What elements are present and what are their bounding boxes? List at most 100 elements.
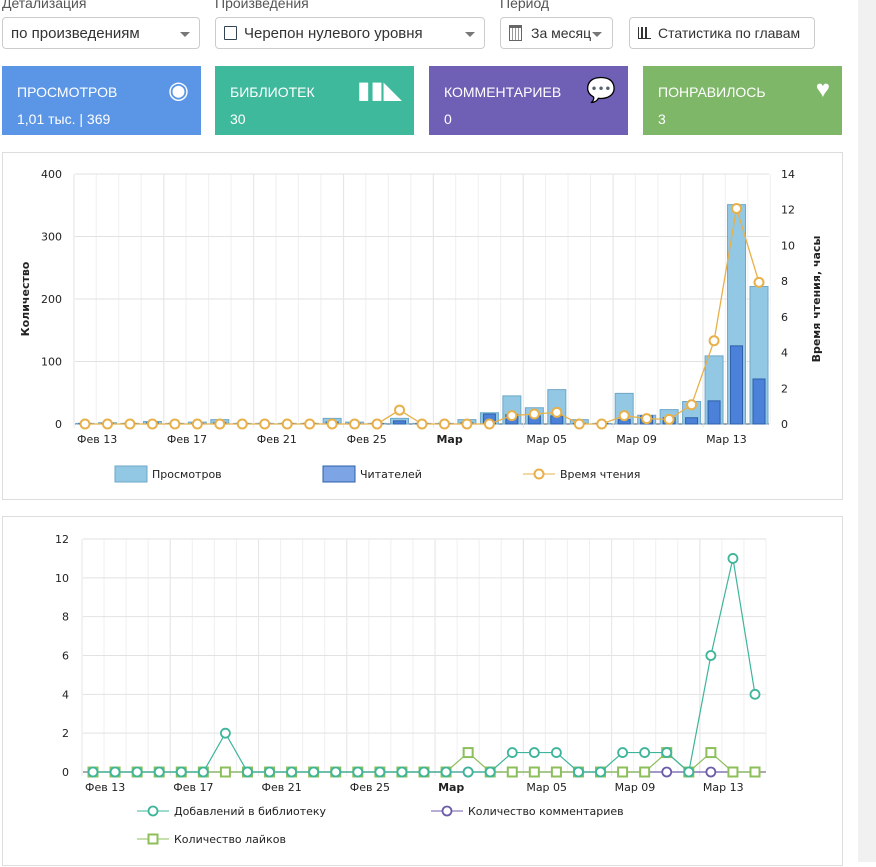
y2-tick-label: 10 — [781, 239, 795, 252]
library-point — [219, 727, 231, 739]
stat-card-title: ПОНРАВИЛОСЬ — [658, 84, 766, 100]
readers-bar — [685, 417, 699, 425]
reading-time-point — [506, 410, 518, 422]
reading-time-point — [731, 202, 743, 214]
legend-time-marker — [533, 468, 545, 480]
x-tick-label: Мар 05 — [526, 781, 567, 794]
reading-time-point — [259, 418, 271, 430]
reading-time-point — [528, 408, 540, 420]
stat-card-value: 3 — [658, 111, 666, 127]
y-tick-label: 400 — [41, 168, 62, 181]
y2-tick-label: 14 — [781, 168, 795, 181]
x-tick-label: Мар 13 — [706, 433, 747, 446]
likes-point — [639, 766, 651, 778]
x-tick-label: Мар — [438, 781, 464, 794]
stat-card-3: ПОНРАВИЛОСЬ 3 ♥ — [643, 66, 842, 135]
stat-card-value: 30 — [230, 111, 246, 127]
x-tick-label: Мар 09 — [615, 781, 656, 794]
x-tick-label: Фев 25 — [350, 781, 390, 794]
library-point — [396, 766, 408, 778]
readers-bar — [730, 345, 744, 425]
legend-time: Время чтения — [560, 468, 640, 481]
comments-icon: 💬 — [586, 77, 616, 104]
library-point — [197, 766, 209, 778]
reading-time-point — [304, 418, 316, 430]
library-point — [506, 747, 518, 758]
y2-tick-label: 12 — [781, 204, 795, 217]
legend-readers: Читателей — [360, 468, 422, 481]
x-tick-label: Мар — [436, 433, 462, 446]
chapter-stats-button[interactable]: Статистика по главам — [629, 17, 815, 49]
library-point — [528, 747, 540, 758]
y2-tick-label: 4 — [781, 347, 788, 360]
legend-marker — [441, 805, 453, 817]
reading-time-point — [191, 418, 203, 430]
stat-card-title: ПРОСМОТРОВ — [17, 84, 118, 100]
readers-bar — [707, 400, 721, 425]
legend-label: Количество лайков — [174, 833, 286, 846]
library-point — [617, 747, 628, 758]
legend-views-swatch — [114, 465, 148, 483]
likes-point — [528, 766, 540, 778]
likes-point — [727, 766, 739, 778]
likes-point — [462, 747, 474, 759]
y-tick-label: 0 — [62, 766, 69, 779]
reading-chart-panel: 0 100 200 300 400 Фев 13 Фев 17 Фев 21 Фев 25 Мар… — [2, 152, 843, 500]
legend-views: Просмотров — [152, 468, 222, 481]
reading-time-point — [326, 418, 338, 430]
period-dropdown[interactable]: За месяц — [500, 17, 613, 49]
stat-card-value: 0 — [444, 111, 452, 127]
y-tick-label: 4 — [62, 688, 69, 701]
x-tick-label: Мар 13 — [703, 781, 744, 794]
y-tick-label: 6 — [62, 650, 69, 663]
chevron-down-icon — [465, 32, 475, 37]
y2-tick-label: 0 — [781, 418, 788, 431]
eye-icon: ◉ — [168, 77, 189, 104]
reading-time-point — [618, 410, 630, 422]
reading-time-point — [708, 335, 720, 347]
comments-point — [661, 766, 673, 778]
reading-time-point — [101, 418, 113, 430]
period-value: За месяц — [531, 25, 592, 41]
readers-bar — [393, 420, 407, 425]
library-point — [440, 766, 452, 778]
library-point — [374, 766, 386, 778]
x-tick-label: Фев 25 — [347, 433, 387, 446]
x-tick-label: Фев 21 — [262, 781, 302, 794]
readers-bar — [752, 378, 766, 425]
scrollbar[interactable] — [858, 0, 876, 862]
reading-time-point — [394, 404, 406, 416]
works-select[interactable]: Черепон нулевого уровня — [215, 17, 485, 49]
y-tick-label: 8 — [62, 611, 69, 624]
y2-tick-label: 2 — [781, 382, 788, 395]
likes-point — [550, 766, 562, 778]
library-point — [242, 766, 253, 778]
reading-time-point — [281, 418, 293, 430]
books-icon: ▮▮◣ — [357, 77, 402, 104]
y-tick-label: 100 — [41, 356, 62, 369]
library-point — [551, 747, 562, 758]
reading-time-point — [416, 418, 428, 430]
calendar-icon — [509, 25, 522, 41]
activity-chart: 0 2 4 6 8 10 12 Фев 13 Фев 17 Фев 21 Фев 25 Мар Мар … — [55, 533, 767, 846]
library-point — [639, 747, 651, 758]
x-tick-label: Мар 09 — [616, 433, 657, 446]
chevron-down-icon — [180, 32, 190, 37]
library-point — [683, 766, 695, 778]
detail-label: Детализация — [2, 0, 87, 11]
library-point — [175, 766, 187, 778]
reading-time-point — [753, 276, 765, 288]
stat-card-1: БИБЛИОТЕК 30 ▮▮◣ — [215, 66, 414, 135]
detail-select[interactable]: по произведениям — [2, 17, 200, 49]
x-tick-label: Мар 05 — [526, 433, 567, 446]
library-point — [573, 766, 584, 778]
likes-point — [749, 766, 761, 778]
reading-time-point — [483, 418, 495, 430]
reading-time-point — [663, 413, 675, 425]
library-point — [308, 766, 320, 778]
library-point — [264, 766, 275, 778]
heart-icon: ♥ — [815, 76, 830, 103]
library-point — [153, 766, 165, 778]
bar-chart-icon — [638, 27, 651, 39]
legend-marker — [147, 833, 159, 845]
